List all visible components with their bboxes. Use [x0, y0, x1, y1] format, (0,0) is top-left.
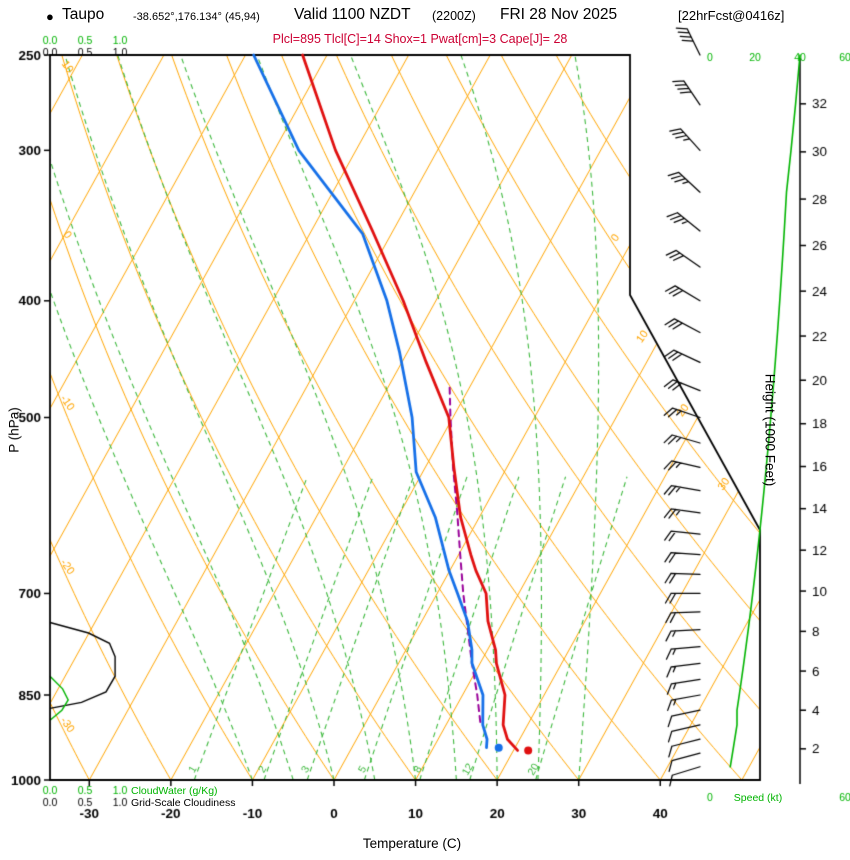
valid-time: Valid 1100 NZDT — [294, 6, 411, 23]
valid-date: FRI 28 Nov 2025 — [500, 6, 618, 23]
station-bullet-icon: ● — [46, 9, 54, 24]
height-axis-title: Height (1000 Feet) — [762, 373, 778, 487]
cloudwater-axis-title: CloudWater (g/Kg) — [131, 785, 218, 797]
temperature-axis-title: Temperature (C) — [362, 836, 462, 851]
station-coords: -38.652°,176.134° (45,94) — [133, 11, 260, 23]
speed-axis-title: Speed (kt) — [733, 792, 783, 804]
station-name: Taupo — [62, 6, 105, 23]
pressure-axis-title: P (hPa) — [6, 407, 22, 453]
forecast-tag: [22hrFcst@0416z] — [678, 8, 785, 23]
sounding-parameters: Plcl=895 Tlcl[C]=14 Shox=1 Pwat[cm]=3 Ca… — [272, 32, 568, 46]
valid-zulu-time: (2200Z) — [432, 9, 476, 23]
cloudiness-axis-title: Grid-Scale Cloudiness — [131, 797, 236, 809]
